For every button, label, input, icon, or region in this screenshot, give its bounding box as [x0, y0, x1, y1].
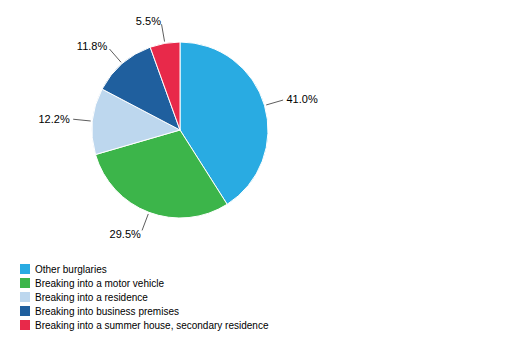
leader-line: [73, 119, 91, 121]
legend-label: Breaking into a residence: [35, 292, 148, 303]
legend-swatch: [20, 320, 30, 330]
legend-swatch: [20, 306, 30, 316]
data-labels: 41.0% 29.5% 12.2% 11.8% 5.5%: [38, 15, 317, 240]
pie-slice: [150, 42, 180, 130]
data-label: 41.0%: [286, 93, 317, 105]
leader-line: [110, 49, 122, 62]
legend-swatch: [20, 292, 30, 302]
leader-line: [266, 100, 283, 105]
data-label: 5.5%: [136, 15, 161, 27]
leader-line: [162, 24, 165, 41]
legend-swatch: [20, 264, 30, 274]
legend-label: Breaking into business premises: [35, 306, 179, 317]
data-label: 29.5%: [110, 228, 141, 240]
legend-label: Breaking into a summer house, secondary …: [35, 320, 269, 331]
pie: [92, 42, 268, 218]
legend-label: Other burglaries: [35, 264, 107, 275]
legend-swatch: [20, 278, 30, 288]
chart: 41.0% 29.5% 12.2% 11.8% 5.5% Other burglaries…: [0, 0, 529, 340]
legend-item: Breaking into a residence: [20, 292, 148, 303]
legend: Other burglaries Breaking into a motor ve…: [20, 264, 269, 331]
legend-item: Breaking into business premises: [20, 306, 179, 317]
data-label: 12.2%: [38, 113, 69, 125]
data-label: 11.8%: [77, 40, 108, 52]
legend-item: Breaking into a motor vehicle: [20, 278, 164, 289]
legend-item: Breaking into a summer house, secondary …: [20, 320, 269, 331]
legend-label: Breaking into a motor vehicle: [35, 278, 164, 289]
legend-item: Other burglaries: [20, 264, 107, 275]
leader-line: [142, 214, 148, 230]
